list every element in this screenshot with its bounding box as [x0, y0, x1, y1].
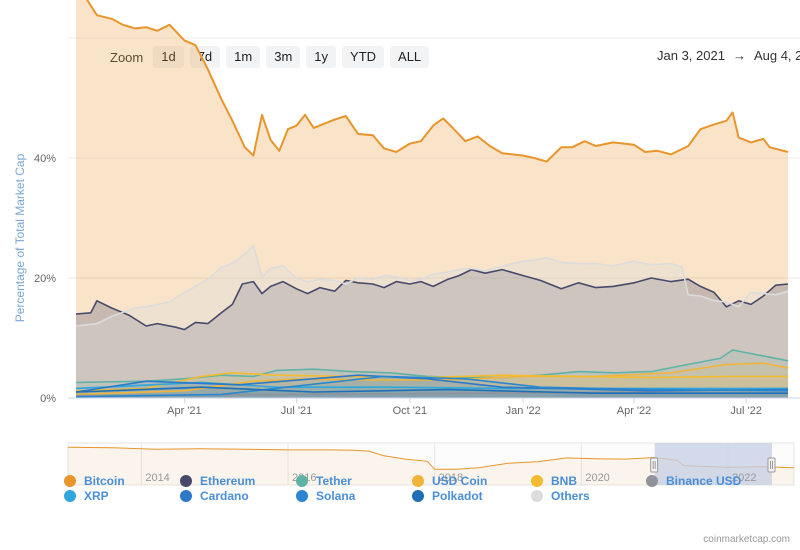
legend-item-bitcoin[interactable]: Bitcoin	[64, 474, 125, 488]
zoom-button-1d[interactable]: 1d	[153, 46, 184, 68]
tether-dot-icon	[296, 475, 308, 487]
usd-coin-dot-icon	[412, 475, 424, 487]
y-axis-label: Percentage of Total Market Cap	[13, 153, 27, 322]
navigator-right-handle[interactable]	[767, 457, 776, 473]
series-line-others[interactable]	[75, 244, 789, 327]
legend-item-others[interactable]: Others	[531, 489, 590, 503]
legend-item-usd-coin[interactable]: USD Coin	[412, 474, 487, 488]
date-range: Jan 3, 2021 → Aug 4, 2	[657, 48, 800, 63]
navigator-area	[68, 447, 794, 485]
x-tick-label: Apr '21	[167, 405, 202, 417]
range-from-input[interactable]: Jan 3, 2021	[657, 48, 725, 63]
solana-dot-icon	[296, 490, 308, 502]
zoom-bar: Zoom 1d 7d 1m 3m 1y YTD ALL	[110, 46, 430, 68]
navigator-year-label: 2020	[585, 472, 609, 484]
zoom-button-ytd[interactable]: YTD	[342, 46, 385, 68]
others-dot-icon	[531, 490, 543, 502]
navigator-year-label: 2022	[732, 472, 756, 484]
legend-item-bnb[interactable]: BNB	[531, 474, 577, 488]
x-tick-label: Jul '22	[730, 405, 761, 417]
xrp-dot-icon	[64, 490, 76, 502]
bnb-dot-icon	[531, 475, 543, 487]
series-line-ethereum[interactable]	[75, 268, 789, 331]
navigator-left-handle[interactable]	[650, 457, 659, 473]
zoom-button-all[interactable]: ALL	[390, 46, 430, 68]
navigator-year-label: 2014	[145, 472, 169, 484]
area-binance-usd	[76, 388, 788, 398]
x-tick-label: Jan '22	[506, 405, 541, 417]
y-tick-label: 20%	[34, 273, 56, 285]
y-tick-label: 40%	[34, 153, 56, 165]
legend: Bitcoin Ethereum Tether USD Coin BNB Bin…	[64, 474, 800, 508]
navigator-selected-range[interactable]	[654, 443, 772, 485]
dominance-chart[interactable]: 0% 20% 40% Apr '21 Jul '21 Oct '21 Jan '22 Apr…	[0, 0, 800, 420]
zoom-label: Zoom	[110, 49, 144, 65]
binance-usd-dot-icon	[646, 475, 658, 487]
legend-item-ethereum[interactable]: Ethereum	[180, 474, 255, 488]
navigator-year-label: 2018	[439, 472, 463, 484]
credit-link[interactable]: coinmarketcap.com	[703, 534, 790, 545]
legend-item-cardano[interactable]: Cardano	[180, 489, 249, 503]
legend-item-tether[interactable]: Tether	[296, 474, 352, 488]
ethereum-dot-icon	[180, 475, 192, 487]
range-arrow: →	[732, 48, 746, 63]
zoom-button-3m[interactable]: 3m	[266, 46, 301, 68]
area-ethereum	[76, 269, 788, 398]
area-bitcoin	[76, 0, 788, 398]
series-line-xrp[interactable]	[75, 381, 788, 390]
range-to-input[interactable]: Aug 4, 2	[753, 48, 800, 63]
zoom-button-1y[interactable]: 1y	[306, 46, 337, 68]
series-line-tether[interactable]	[75, 349, 789, 384]
polkadot-dot-icon	[412, 490, 424, 502]
x-tick-label: Jul '21	[281, 405, 312, 417]
zoom-button-1m[interactable]: 1m	[226, 46, 261, 68]
legend-item-xrp[interactable]: XRP	[64, 489, 109, 503]
series-line-usd-coin[interactable]	[75, 362, 789, 396]
y-tick-label: 0%	[40, 393, 56, 405]
series-line-solana[interactable]	[75, 375, 789, 398]
legend-item-binance-usd[interactable]: Binance USD	[646, 474, 741, 488]
zoom-button-7d[interactable]: 7d	[189, 46, 221, 68]
series-line-polkadot[interactable]	[75, 386, 788, 394]
series-line-bitcoin[interactable]	[76, 0, 789, 163]
legend-item-solana[interactable]: Solana	[296, 489, 355, 503]
x-tick-label: Apr '22	[617, 405, 652, 417]
cardano-dot-icon	[180, 490, 192, 502]
bitcoin-dot-icon	[64, 475, 76, 487]
legend-item-polkadot[interactable]: Polkadot	[412, 489, 483, 503]
x-tick-label: Oct '21	[393, 405, 428, 417]
